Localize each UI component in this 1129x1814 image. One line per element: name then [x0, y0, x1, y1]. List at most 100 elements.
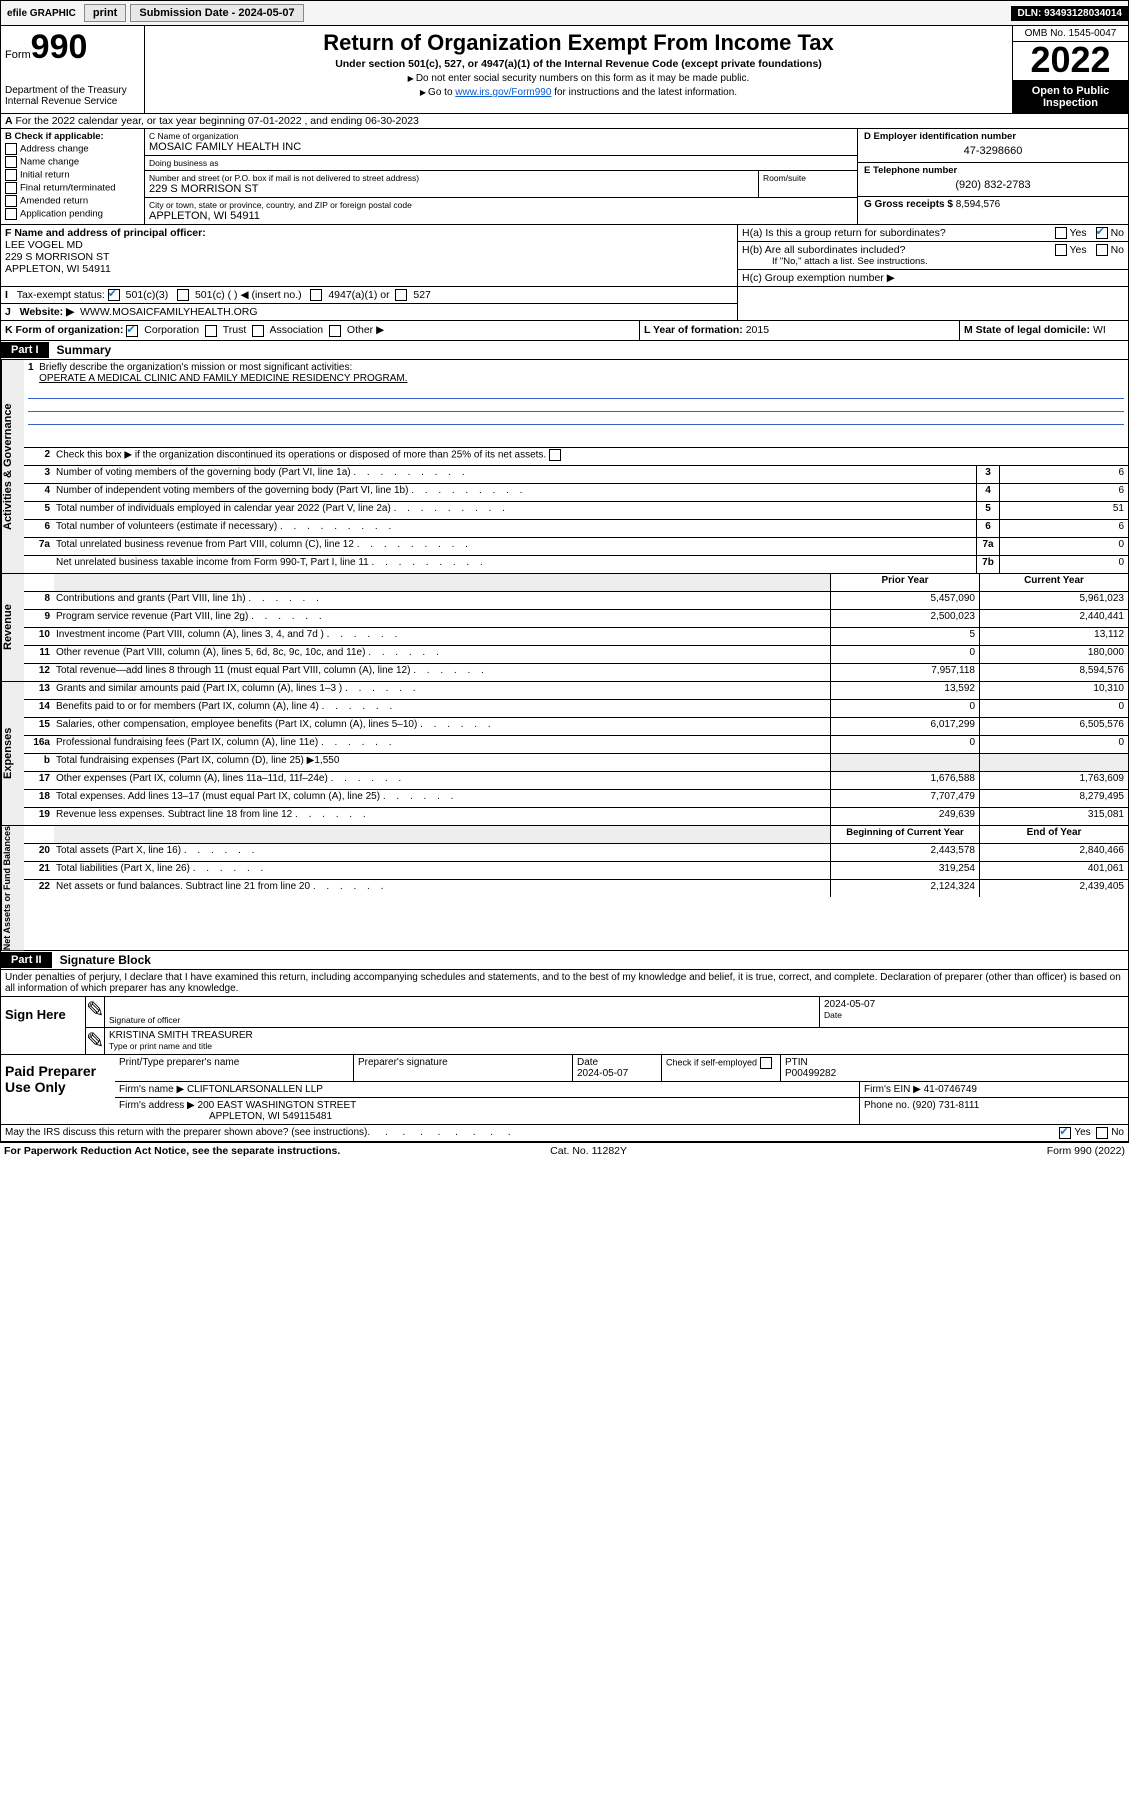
- discuss-row: May the IRS discuss this return with the…: [0, 1125, 1129, 1142]
- officer-name: LEE VOGEL MD: [5, 239, 83, 251]
- summary-row: 18Total expenses. Add lines 13–17 (must …: [24, 790, 1128, 808]
- section-expenses: Expenses 13Grants and similar amounts pa…: [0, 682, 1129, 826]
- sig-date-label: Date: [824, 1010, 1124, 1020]
- org-name: MOSAIC FAMILY HEALTH INC: [149, 141, 853, 153]
- summary-row: 5Total number of individuals employed in…: [24, 502, 1128, 520]
- summary-row: 20Total assets (Part X, line 16) . . . .…: [24, 844, 1128, 862]
- submission-date-button[interactable]: Submission Date - 2024-05-07: [130, 4, 303, 22]
- gross-label: G Gross receipts $: [864, 199, 953, 210]
- chk-corp[interactable]: [126, 325, 138, 337]
- state-domicile: WI: [1093, 324, 1106, 336]
- summary-row: 17Other expenses (Part IX, column (A), l…: [24, 772, 1128, 790]
- summary-row: 19Revenue less expenses. Subtract line 1…: [24, 808, 1128, 825]
- note-ssn: Do not enter social security numbers on …: [151, 73, 1006, 84]
- summary-row: 10Investment income (Part VIII, column (…: [24, 628, 1128, 646]
- chk-other[interactable]: [329, 325, 341, 337]
- ptin-value: P00499282: [785, 1068, 836, 1079]
- summary-row: 14Benefits paid to or for members (Part …: [24, 700, 1128, 718]
- chk-group-yes[interactable]: [1055, 227, 1067, 239]
- irs-link[interactable]: www.irs.gov/Form990: [455, 87, 551, 98]
- netassets-header: Beginning of Current Year End of Year: [24, 826, 1128, 844]
- pen-icon: ✎: [86, 997, 104, 1027]
- dln-label: DLN: 93493128034014: [1011, 6, 1128, 21]
- city-value: APPLETON, WI 54911: [149, 210, 853, 222]
- mission-text: OPERATE A MEDICAL CLINIC AND FAMILY MEDI…: [39, 373, 407, 384]
- website-value: WWW.MOSAICFAMILYHEALTH.ORG: [80, 306, 258, 318]
- section-netassets: Net Assets or Fund Balances Beginning of…: [0, 826, 1129, 951]
- phone-value: (920) 832-2783: [864, 176, 1122, 194]
- chk-address-change[interactable]: Address change: [5, 143, 140, 155]
- summary-row: 21Total liabilities (Part X, line 26) . …: [24, 862, 1128, 880]
- ij-block: I Tax-exempt status: 501(c)(3) 501(c) ( …: [0, 287, 1129, 321]
- chk-application-pending[interactable]: Application pending: [5, 208, 140, 220]
- summary-row: 7aTotal unrelated business revenue from …: [24, 538, 1128, 556]
- summary-row: 9Program service revenue (Part VIII, lin…: [24, 610, 1128, 628]
- room-suite: Room/suite: [758, 171, 857, 197]
- chk-self-employed[interactable]: [760, 1057, 772, 1069]
- chk-sub-yes[interactable]: [1055, 244, 1067, 256]
- chk-trust[interactable]: [205, 325, 217, 337]
- vlabel-revenue: Revenue: [1, 574, 24, 681]
- chk-discontinued[interactable]: [549, 449, 561, 461]
- c-name-label: C Name of organization: [149, 131, 853, 141]
- form-ref: Form 990 (2022): [1047, 1145, 1125, 1157]
- page-footer: For Paperwork Reduction Act Notice, see …: [0, 1142, 1129, 1159]
- sig-officer-label: Signature of officer: [109, 1015, 815, 1025]
- summary-row: 13Grants and similar amounts paid (Part …: [24, 682, 1128, 700]
- sig-date: 2024-05-07: [824, 999, 875, 1010]
- chk-discuss-yes[interactable]: [1059, 1127, 1071, 1139]
- summary-row: 3Number of voting members of the governi…: [24, 466, 1128, 484]
- b-title: B Check if applicable:: [5, 131, 104, 142]
- firm-name: CLIFTONLARSONALLEN LLP: [187, 1084, 323, 1095]
- summary-row: 12Total revenue—add lines 8 through 11 (…: [24, 664, 1128, 681]
- firm-addr1: 200 EAST WASHINGTON STREET: [198, 1100, 357, 1111]
- city-label: City or town, state or province, country…: [149, 200, 853, 210]
- print-button[interactable]: print: [84, 4, 126, 22]
- chk-initial-return[interactable]: Initial return: [5, 169, 140, 181]
- chk-group-no[interactable]: [1096, 227, 1108, 239]
- summary-row: Net unrelated business taxable income fr…: [24, 556, 1128, 573]
- gross-value: 8,594,576: [956, 199, 1001, 210]
- pen-icon-2: ✎: [86, 1028, 104, 1054]
- chk-final-return[interactable]: Final return/terminated: [5, 182, 140, 194]
- chk-name-change[interactable]: Name change: [5, 156, 140, 168]
- fh-block: F Name and address of principal officer:…: [0, 225, 1129, 287]
- dept-label: Department of the Treasury Internal Reve…: [5, 85, 140, 107]
- section-governance: Activities & Governance 1 Briefly descri…: [0, 360, 1129, 574]
- chk-assoc[interactable]: [252, 325, 264, 337]
- inspection-label: Open to Public Inspection: [1013, 81, 1128, 113]
- firm-addr2: APPLETON, WI 549115481: [119, 1111, 332, 1122]
- chk-amended-return[interactable]: Amended return: [5, 195, 140, 207]
- chk-501c3[interactable]: [108, 289, 120, 301]
- dba-label: Doing business as: [149, 158, 853, 168]
- line-i: I Tax-exempt status: 501(c)(3) 501(c) ( …: [1, 287, 737, 304]
- form-header: Form990 Department of the Treasury Inter…: [0, 26, 1129, 114]
- summary-row: 8Contributions and grants (Part VIII, li…: [24, 592, 1128, 610]
- chk-527[interactable]: [395, 289, 407, 301]
- street-label: Number and street (or P.O. box if mail i…: [149, 173, 754, 183]
- vlabel-governance: Activities & Governance: [1, 360, 24, 573]
- sign-here-block: Sign Here ✎ Signature of officer 2024-05…: [0, 997, 1129, 1055]
- form-number: Form990: [5, 28, 140, 67]
- chk-501c[interactable]: [177, 289, 189, 301]
- chk-discuss-no[interactable]: [1096, 1127, 1108, 1139]
- line-1-mission: 1 Briefly describe the organization's mi…: [24, 360, 1128, 448]
- f-label: F Name and address of principal officer:: [5, 227, 206, 239]
- efile-label: efile GRAPHIC: [1, 8, 82, 19]
- ein-label: D Employer identification number: [864, 131, 1016, 142]
- officer-addr1: 229 S MORRISON ST: [5, 251, 109, 263]
- revenue-header: Prior Year Current Year: [24, 574, 1128, 592]
- chk-sub-no[interactable]: [1096, 244, 1108, 256]
- phone-label: E Telephone number: [864, 165, 957, 176]
- line-j: J Website: ▶ WWW.MOSAICFAMILYHEALTH.ORG: [1, 304, 737, 320]
- summary-row: 4Number of independent voting members of…: [24, 484, 1128, 502]
- cat-no: Cat. No. 11282Y: [550, 1145, 627, 1157]
- section-revenue: Revenue Prior Year Current Year 8Contrib…: [0, 574, 1129, 682]
- officer-print-name: KRISTINA SMITH TREASURER: [109, 1030, 253, 1041]
- summary-row: 6Total number of volunteers (estimate if…: [24, 520, 1128, 538]
- chk-4947[interactable]: [310, 289, 322, 301]
- year-formation: 2015: [746, 324, 769, 336]
- summary-row: 16aProfessional fundraising fees (Part I…: [24, 736, 1128, 754]
- vlabel-expenses: Expenses: [1, 682, 24, 825]
- id-block: B Check if applicable: Address change Na…: [0, 129, 1129, 225]
